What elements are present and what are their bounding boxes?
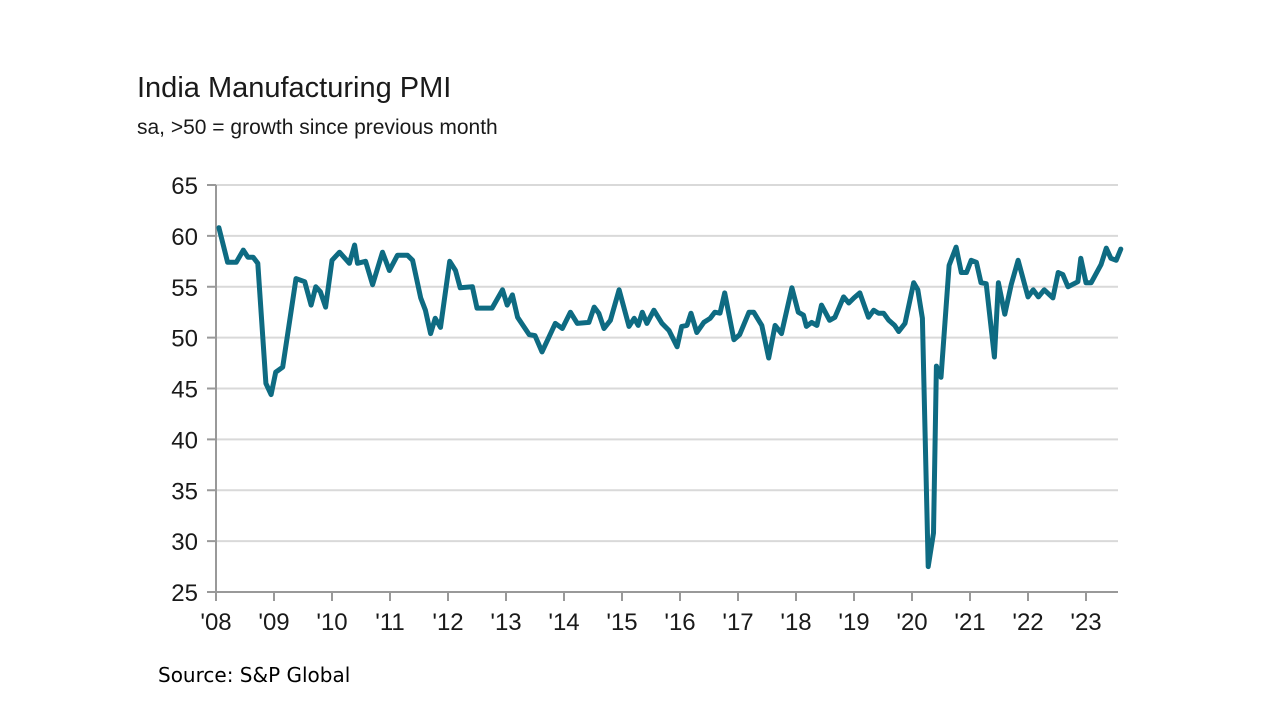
x-tick-label: '18 [780, 609, 811, 636]
chart-subtitle: sa, >50 = growth since previous month [137, 116, 498, 139]
y-tick-label: 50 [171, 326, 198, 353]
x-tick-label: '10 [316, 609, 347, 636]
chart-title: India Manufacturing PMI [137, 72, 452, 104]
x-tick-label: '21 [954, 609, 985, 636]
y-tick-label: 40 [171, 427, 198, 454]
y-tick-label: 55 [171, 275, 198, 302]
x-tick-label: '13 [490, 609, 521, 636]
x-tick-label: '12 [432, 609, 463, 636]
source-note: Source: S&P Global [158, 663, 351, 687]
x-tick-label: '09 [258, 609, 289, 636]
y-tick-label: 45 [171, 377, 198, 404]
x-tick-label: '08 [200, 609, 231, 636]
x-tick-label: '20 [896, 609, 927, 636]
y-tick-label: 35 [171, 478, 198, 505]
x-tick-label: '16 [664, 609, 695, 636]
x-tick-label: '23 [1070, 609, 1101, 636]
y-tick-label: 25 [171, 580, 198, 607]
y-tick-label: 60 [171, 224, 198, 251]
x-tick-label: '11 [375, 609, 405, 636]
x-tick-label: '17 [722, 609, 753, 636]
x-tick-label: '22 [1012, 609, 1043, 636]
x-tick-label: '15 [606, 609, 637, 636]
x-tick-label: '19 [838, 609, 869, 636]
y-tick-label: 65 [171, 173, 198, 200]
pmi-series-line [216, 225, 1124, 570]
y-tick-label: 30 [171, 529, 198, 556]
x-tick-label: '14 [548, 609, 579, 636]
